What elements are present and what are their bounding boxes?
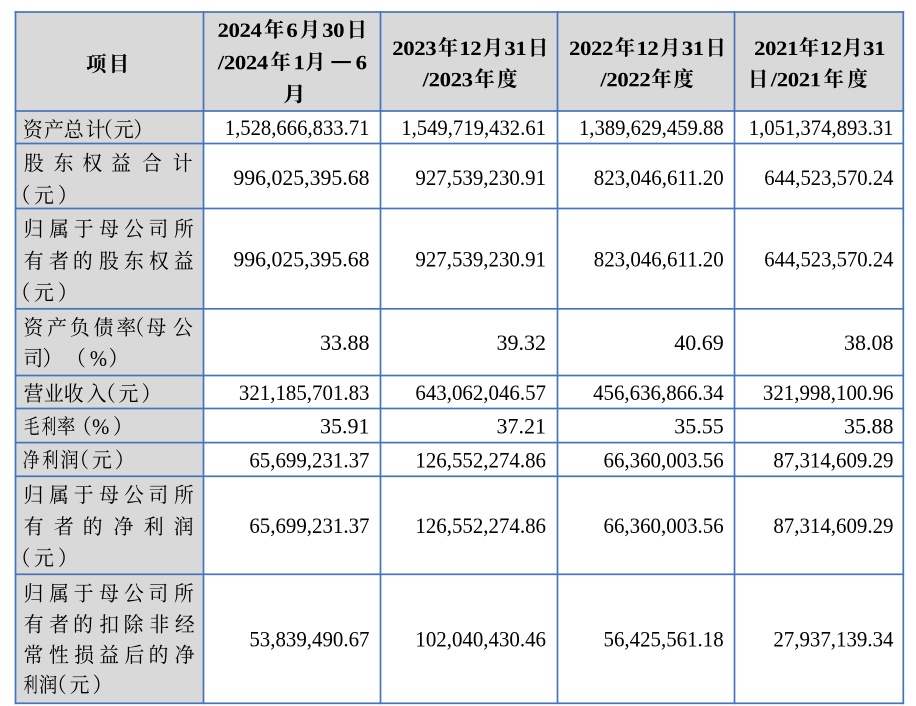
svg-text:35.55: 35.55 xyxy=(674,413,724,438)
svg-text:456,636,866.34: 456,636,866.34 xyxy=(593,380,724,405)
svg-text:823,046,611.20: 823,046,611.20 xyxy=(594,247,724,272)
svg-text:66,360,003.56: 66,360,003.56 xyxy=(604,513,724,538)
svg-text:33.88: 33.88 xyxy=(320,330,370,355)
svg-text:644,523,570.24: 644,523,570.24 xyxy=(764,165,893,190)
svg-text:1,549,719,432.61: 1,549,719,432.61 xyxy=(401,115,546,140)
svg-text:321,998,100.96: 321,998,100.96 xyxy=(763,380,894,405)
svg-text:87,314,609.29: 87,314,609.29 xyxy=(773,447,893,472)
svg-text:39.32: 39.32 xyxy=(497,330,547,355)
svg-text:65,699,231.37: 65,699,231.37 xyxy=(249,513,369,538)
svg-text:126,552,274.86: 126,552,274.86 xyxy=(415,447,546,472)
svg-text:40.69: 40.69 xyxy=(674,330,724,355)
svg-text:27,937,139.34: 27,937,139.34 xyxy=(773,627,893,652)
svg-text:996,025,395.68: 996,025,395.68 xyxy=(233,165,369,190)
svg-text:37.21: 37.21 xyxy=(497,413,547,438)
svg-text:126,552,274.86: 126,552,274.86 xyxy=(415,513,546,538)
svg-text:1,051,374,893.31: 1,051,374,893.31 xyxy=(749,115,894,140)
svg-text:927,539,230.91: 927,539,230.91 xyxy=(415,247,546,272)
svg-text:1,389,629,459.88: 1,389,629,459.88 xyxy=(579,115,724,140)
svg-text:643,062,046.57: 643,062,046.57 xyxy=(415,380,546,405)
svg-text:87,314,609.29: 87,314,609.29 xyxy=(773,513,893,538)
svg-text:38.08: 38.08 xyxy=(844,330,894,355)
svg-text:823,046,611.20: 823,046,611.20 xyxy=(594,165,724,190)
svg-text:996,025,395.68: 996,025,395.68 xyxy=(233,247,369,272)
svg-text:53,839,490.67: 53,839,490.67 xyxy=(249,627,369,652)
svg-text:65,699,231.37: 65,699,231.37 xyxy=(249,447,369,472)
svg-text:35.91: 35.91 xyxy=(320,413,370,438)
svg-text:321,185,701.83: 321,185,701.83 xyxy=(239,380,370,405)
svg-text:927,539,230.91: 927,539,230.91 xyxy=(415,165,546,190)
svg-text:644,523,570.24: 644,523,570.24 xyxy=(764,247,893,272)
svg-text:56,425,561.18: 56,425,561.18 xyxy=(604,627,724,652)
svg-text:1,528,666,833.71: 1,528,666,833.71 xyxy=(225,115,370,140)
svg-text:35.88: 35.88 xyxy=(844,413,894,438)
svg-text:66,360,003.56: 66,360,003.56 xyxy=(604,447,724,472)
svg-text:102,040,430.46: 102,040,430.46 xyxy=(415,627,546,652)
